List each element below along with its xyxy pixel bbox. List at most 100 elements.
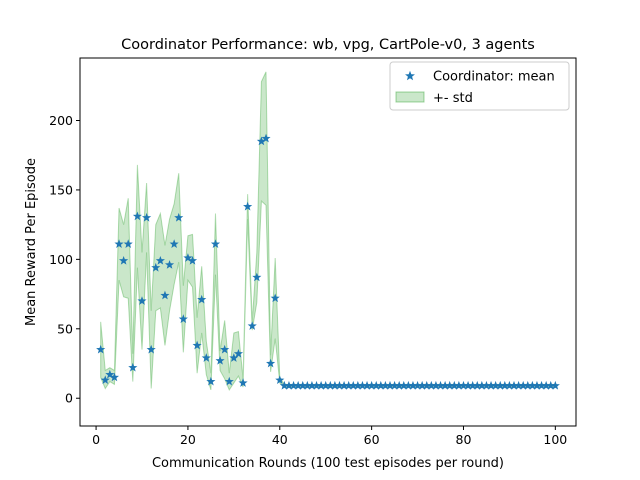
mean-marker <box>197 294 207 304</box>
mean-marker <box>105 369 115 379</box>
mean-marker <box>532 380 542 390</box>
mean-marker <box>316 380 326 390</box>
mean-marker <box>426 380 436 390</box>
mean-marker <box>169 239 179 248</box>
x-tick-label: 0 <box>92 432 100 447</box>
mean-marker <box>114 239 124 248</box>
mean-marker <box>385 380 395 390</box>
chart-title: Coordinator Performance: wb, vpg, CartPo… <box>121 37 535 53</box>
x-tick-label: 40 <box>272 432 288 447</box>
y-tick-label: 0 <box>65 391 73 406</box>
axes-frame <box>79 57 577 427</box>
mean-marker <box>330 380 340 390</box>
mean-marker <box>146 344 156 354</box>
mean-marker <box>527 380 537 390</box>
mean-marker <box>243 201 253 211</box>
mean-marker <box>288 380 299 390</box>
mean-marker <box>412 380 423 390</box>
mean-marker <box>160 290 170 300</box>
mean-marker <box>481 380 492 390</box>
mean-marker <box>357 380 368 390</box>
legend-star-icon <box>405 70 415 81</box>
y-tick-label: 150 <box>49 182 73 197</box>
mean-marker <box>252 272 262 282</box>
mean-marker <box>394 380 404 390</box>
mean-marker <box>440 380 450 390</box>
mean-marker <box>261 133 271 143</box>
legend-std-swatch <box>395 91 425 103</box>
mean-marker <box>371 380 381 390</box>
mean-marker <box>472 380 482 390</box>
mean-marker <box>187 255 198 265</box>
mean-marker <box>137 296 147 305</box>
mean-marker <box>380 380 390 390</box>
mean-marker <box>201 353 211 362</box>
legend-mean-label: Coordinator: mean <box>433 70 555 85</box>
plot-area <box>96 71 560 391</box>
mean-marker <box>192 340 202 350</box>
legend-frame <box>389 61 570 111</box>
x-tick-label: 20 <box>180 432 196 447</box>
mean-marker <box>344 380 354 390</box>
mean-marker <box>477 380 487 390</box>
mean-marker <box>96 344 106 354</box>
y-tick-label: 100 <box>49 252 73 267</box>
mean-marker <box>302 380 312 390</box>
mean-marker <box>334 380 345 390</box>
mean-marker <box>403 380 413 390</box>
mean-marker <box>220 344 230 354</box>
mean-marker <box>546 380 556 390</box>
mean-marker <box>132 211 142 221</box>
mean-marker <box>463 380 473 390</box>
mean-marker <box>215 355 225 365</box>
mean-marker <box>164 260 175 269</box>
mean-marker <box>468 380 478 390</box>
mean-marker <box>376 380 386 390</box>
mean-marker <box>500 380 510 390</box>
mean-marker <box>279 380 289 390</box>
mean-marker <box>311 380 322 390</box>
mean-marker <box>536 380 547 390</box>
mean-marker <box>183 253 193 262</box>
mean-marker <box>247 321 257 330</box>
x-tick-label: 100 <box>543 432 567 447</box>
mean-marker <box>390 380 400 390</box>
mean-marker <box>233 348 244 358</box>
mean-marker <box>298 380 308 390</box>
mean-marker <box>142 212 152 222</box>
mean-marker <box>550 380 560 390</box>
mean-marker <box>100 375 110 385</box>
legend-std-label: +- std <box>433 91 473 106</box>
x-tick-label: 60 <box>364 432 380 447</box>
mean-marker <box>307 380 317 390</box>
mean-marker <box>509 380 519 390</box>
mean-marker <box>362 380 372 390</box>
mean-marker <box>491 380 501 390</box>
mean-marker <box>399 380 409 390</box>
mean-marker <box>128 362 138 372</box>
mean-marker <box>109 372 120 382</box>
mean-marker <box>435 380 446 390</box>
mean-marker <box>486 380 496 390</box>
mean-marker <box>408 380 418 390</box>
mean-marker <box>275 375 285 385</box>
mean-markers <box>96 133 560 390</box>
mean-marker <box>178 314 188 323</box>
mean-marker <box>119 255 129 265</box>
legend: Coordinator: mean +- std <box>389 61 570 111</box>
mean-marker <box>174 212 184 222</box>
mean-marker <box>256 136 266 146</box>
mean-marker <box>229 353 239 362</box>
mean-marker <box>293 380 303 390</box>
x-axis: 0 20 40 60 80 100 <box>92 426 567 447</box>
mean-marker <box>238 378 248 387</box>
mean-marker <box>422 380 432 390</box>
mean-marker <box>339 380 349 390</box>
mean-marker <box>417 380 427 390</box>
mean-marker <box>353 380 363 390</box>
mean-marker <box>325 380 335 390</box>
mean-marker <box>523 380 533 390</box>
mean-marker <box>541 380 551 390</box>
mean-marker <box>431 380 441 390</box>
